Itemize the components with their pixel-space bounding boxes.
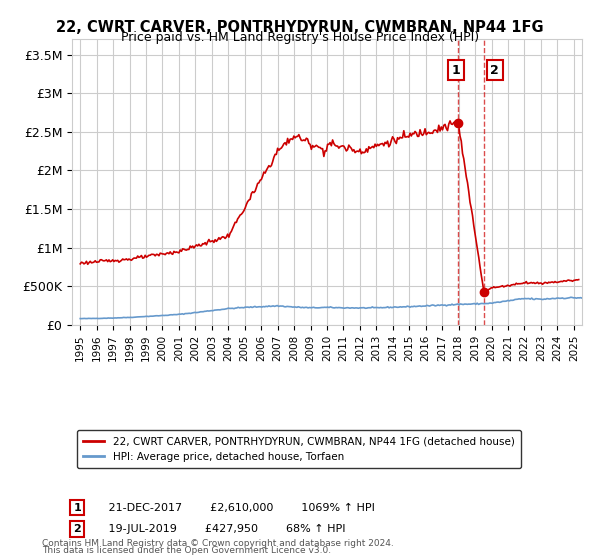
- Text: Contains HM Land Registry data © Crown copyright and database right 2024.: Contains HM Land Registry data © Crown c…: [42, 539, 394, 548]
- Text: Price paid vs. HM Land Registry's House Price Index (HPI): Price paid vs. HM Land Registry's House …: [121, 31, 479, 44]
- Legend: 22, CWRT CARVER, PONTRHYDYRUN, CWMBRAN, NP44 1FG (detached house), HPI: Average : 22, CWRT CARVER, PONTRHYDYRUN, CWMBRAN, …: [77, 431, 521, 468]
- Text: 22, CWRT CARVER, PONTRHYDYRUN, CWMBRAN, NP44 1FG: 22, CWRT CARVER, PONTRHYDYRUN, CWMBRAN, …: [56, 20, 544, 35]
- Text: 1: 1: [451, 64, 460, 77]
- Text: 19-JUL-2019        £427,950        68% ↑ HPI: 19-JUL-2019 £427,950 68% ↑ HPI: [97, 524, 345, 534]
- Text: 21-DEC-2017        £2,610,000        1069% ↑ HPI: 21-DEC-2017 £2,610,000 1069% ↑ HPI: [97, 502, 374, 512]
- Text: This data is licensed under the Open Government Licence v3.0.: This data is licensed under the Open Gov…: [42, 547, 331, 556]
- Text: 1: 1: [73, 502, 81, 512]
- Text: 2: 2: [490, 64, 499, 77]
- Text: 2: 2: [73, 524, 81, 534]
